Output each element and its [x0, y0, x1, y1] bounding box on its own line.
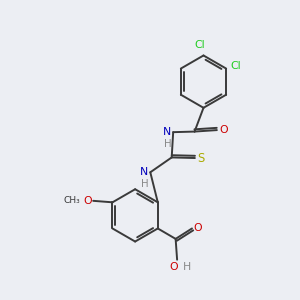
Text: Cl: Cl: [195, 40, 205, 50]
Text: S: S: [197, 152, 204, 164]
Text: O: O: [194, 224, 203, 233]
Text: O: O: [83, 196, 92, 206]
Text: Cl: Cl: [231, 61, 241, 71]
Text: O: O: [169, 262, 178, 272]
Text: N: N: [140, 167, 148, 177]
Text: N: N: [163, 127, 171, 137]
Text: O: O: [219, 125, 228, 135]
Text: H: H: [182, 262, 191, 272]
Text: H: H: [141, 179, 148, 189]
Text: H: H: [164, 139, 171, 149]
Text: CH₃: CH₃: [63, 196, 80, 205]
